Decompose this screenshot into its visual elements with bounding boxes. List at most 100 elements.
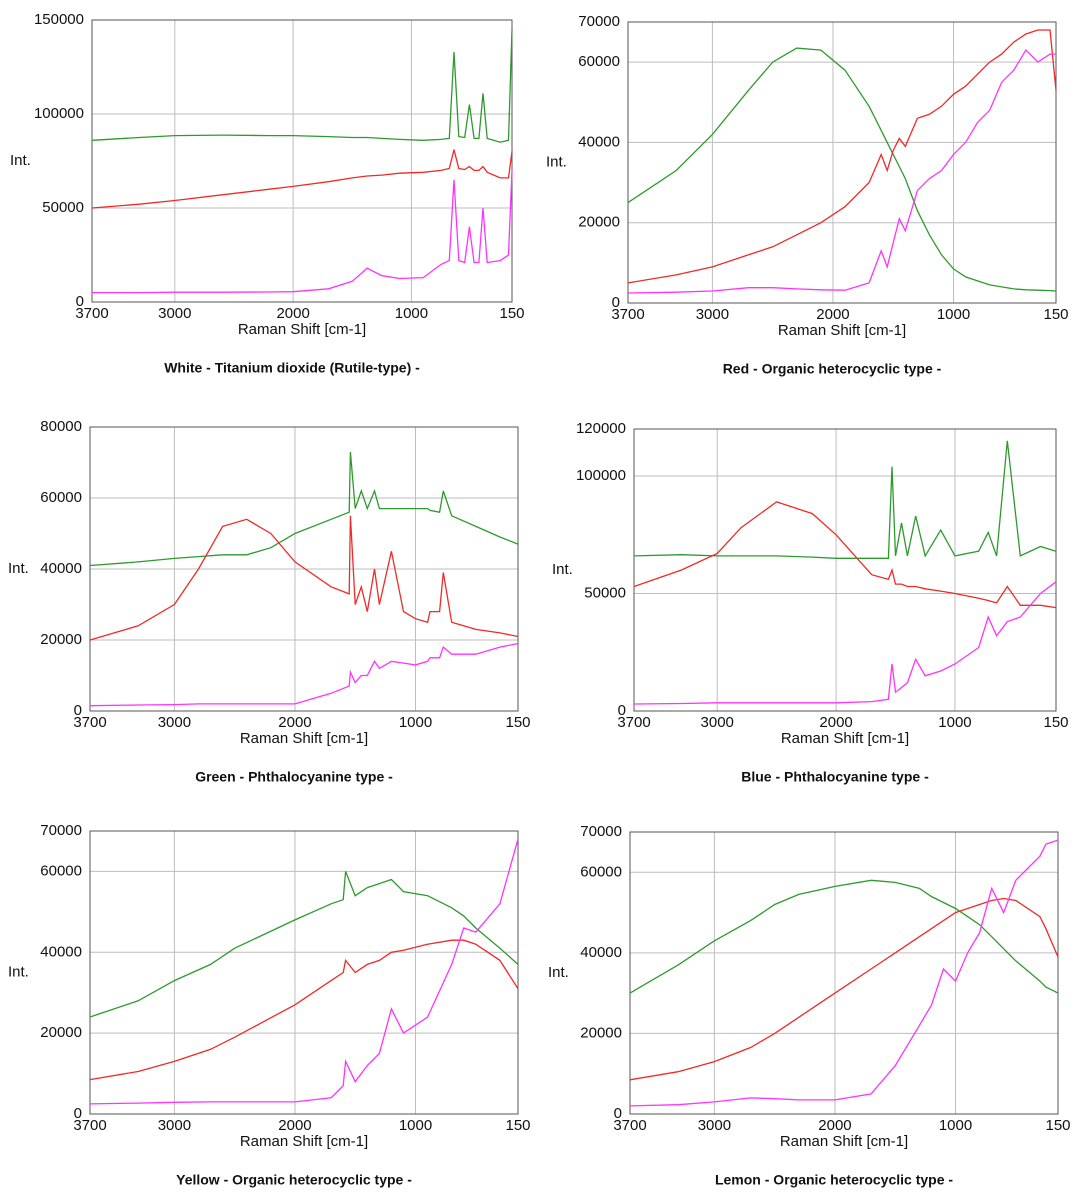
x-tick-label: 150 [1043, 306, 1068, 323]
y-tick-label: 20000 [40, 1024, 82, 1041]
y-tick-label: 0 [76, 293, 84, 310]
chart-panel: 0 20000 40000 60000 70000 3700 3000 2000 1000 150… [546, 13, 1069, 377]
x-tick-label: 3700 [73, 1117, 106, 1134]
chart-panel: 0 20000 40000 60000 80000 3700 3000 2000 1000 150… [8, 418, 531, 785]
y-tick-label: 60000 [40, 862, 82, 879]
y-tick-label: 0 [614, 1105, 622, 1122]
x-tick-label: 3000 [158, 1117, 191, 1134]
x-tick-label: 150 [505, 714, 530, 731]
plot-frame [89, 830, 519, 1115]
y-tick-label: 80000 [40, 418, 82, 435]
chart-panel: 0 20000 40000 60000 70000 3700 3000 2000 1000 150… [8, 822, 531, 1188]
y-tick-label: 150000 [34, 11, 84, 28]
spectrum-line [633, 581, 1057, 705]
y-tick-label: 20000 [580, 1024, 622, 1041]
x-tick-label: 2000 [818, 1117, 851, 1134]
spectrum-line [627, 49, 1056, 294]
x-tick-label: 2000 [278, 714, 311, 731]
x-tick-label: 1000 [399, 1117, 432, 1134]
plot-frame [91, 19, 513, 303]
y-tick-label: 60000 [578, 53, 620, 70]
x-tick-label: 2000 [276, 305, 309, 322]
x-tick-label: 2000 [819, 714, 852, 731]
chart-caption: Red - Organic heterocyclic type - [723, 361, 942, 377]
spectrum-line [92, 170, 513, 294]
spectrum-line [89, 515, 519, 641]
x-tick-label: 1000 [395, 305, 428, 322]
chart-panel: 0 20000 40000 60000 70000 3700 3000 2000 1000 150… [548, 823, 1071, 1188]
spectrum-line [627, 29, 1057, 284]
spectrum-line [633, 440, 1057, 559]
y-tick-label: 60000 [580, 863, 622, 880]
chart-caption: Green - Phthalocyanine type - [195, 769, 393, 785]
y-tick-label: 40000 [40, 943, 82, 960]
x-tick-label: 3000 [158, 305, 191, 322]
x-tick-label: 1000 [399, 714, 432, 731]
x-axis-label: Raman Shift [cm-1] [240, 730, 368, 747]
x-tick-label: 150 [499, 305, 524, 322]
spectrum-line [91, 29, 513, 143]
x-tick-label: 3000 [701, 714, 734, 731]
x-tick-label: 150 [1043, 714, 1068, 731]
y-tick-label: 40000 [40, 560, 82, 577]
y-axis-label: Int. [546, 153, 567, 170]
y-tick-label: 100000 [34, 105, 84, 122]
spectrum-line [91, 149, 513, 209]
chart-caption: Yellow - Organic heterocyclic type - [176, 1172, 412, 1188]
y-tick-label: 120000 [576, 420, 626, 437]
x-tick-label: 1000 [939, 1117, 972, 1134]
x-axis-label: Raman Shift [cm-1] [781, 730, 909, 747]
y-axis-label: Int. [8, 963, 29, 980]
y-tick-label: 0 [74, 1105, 82, 1122]
x-tick-label: 1000 [938, 714, 971, 731]
plot-frame [633, 428, 1057, 712]
y-tick-label: 0 [612, 294, 620, 311]
y-tick-label: 50000 [42, 199, 84, 216]
chart-caption: White - Titanium dioxide (Rutile-type) - [164, 360, 420, 376]
x-axis-label: Raman Shift [cm-1] [240, 1133, 368, 1150]
spectrum-line [629, 839, 1059, 1107]
x-tick-label: 3700 [73, 714, 106, 731]
plot-frame [627, 21, 1057, 304]
x-tick-label: 3700 [75, 305, 108, 322]
spectrum-line [629, 879, 1059, 994]
chart-caption: Blue - Phthalocyanine type - [741, 769, 929, 785]
spectrum-line [89, 642, 519, 707]
spectrum-line [633, 501, 1057, 609]
chart-panel: 0 50000 100000 120000 3700 3000 2000 1000 150 Int… [552, 420, 1069, 785]
x-tick-label: 2000 [278, 1117, 311, 1134]
x-tick-label: 3000 [158, 714, 191, 731]
y-axis-label: Int. [552, 561, 573, 578]
y-tick-label: 0 [618, 702, 626, 719]
y-tick-label: 60000 [40, 489, 82, 506]
x-axis-label: Raman Shift [cm-1] [238, 321, 366, 338]
spectrum-line [89, 451, 519, 567]
y-tick-label: 40000 [580, 944, 622, 961]
x-axis-label: Raman Shift [cm-1] [778, 322, 906, 339]
spectrum-line [89, 871, 519, 1018]
y-tick-label: 70000 [578, 13, 620, 30]
y-axis-label: Int. [8, 560, 29, 577]
x-tick-label: 3700 [613, 1117, 646, 1134]
spectrum-line [89, 939, 519, 1081]
y-tick-label: 70000 [580, 823, 622, 840]
spectrum-line [627, 47, 1057, 292]
y-axis-label: Int. [10, 152, 31, 169]
chart-caption: Lemon - Organic heterocyclic type - [715, 1172, 953, 1188]
spectrum-line [629, 897, 1059, 1081]
y-tick-label: 0 [74, 702, 82, 719]
x-tick-label: 150 [505, 1117, 530, 1134]
y-tick-label: 40000 [578, 133, 620, 150]
y-axis-label: Int. [548, 964, 569, 981]
x-tick-label: 3000 [698, 1117, 731, 1134]
x-tick-label: 3000 [696, 306, 729, 323]
plot-frame [629, 831, 1059, 1115]
x-tick-label: 1000 [937, 306, 970, 323]
x-tick-label: 150 [1045, 1117, 1070, 1134]
chart-panel: 0 50000 100000 150000 3700 3000 2000 1000 150 Int… [10, 11, 525, 376]
plot-frame [89, 426, 519, 712]
x-tick-label: 2000 [816, 306, 849, 323]
x-tick-label: 3700 [617, 714, 650, 731]
y-tick-label: 50000 [584, 584, 626, 601]
